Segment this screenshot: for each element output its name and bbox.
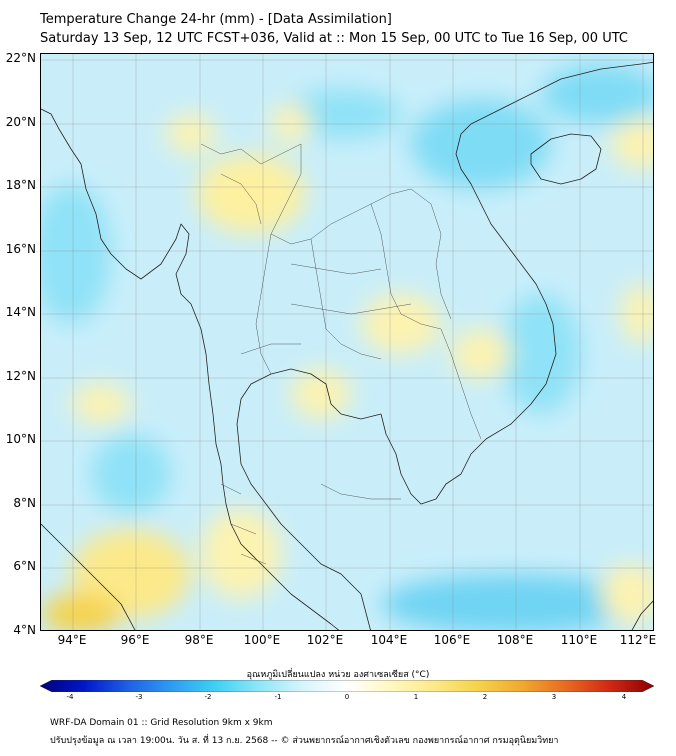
lon-label: 100°E [243,633,281,647]
lat-label: 22°N [5,51,36,65]
lon-label: 96°E [120,633,150,647]
chart-subtitle: Saturday 13 Sep, 12 UTC FCST+036, Valid … [40,31,628,46]
temperature-field [41,64,653,630]
lat-label: 6°N [13,559,36,573]
colorbar-gradient [40,680,654,692]
lon-label: 106°E [433,633,471,647]
lat-label: 18°N [5,178,36,192]
chart-title: Temperature Change 24-hr (mm) - [Data As… [40,12,392,27]
lon-label: 94°E [57,633,87,647]
colorbar-title: อุณหภูมิเปลี่ยนแปลง หน่วย องศาเซลเซียส (… [246,670,430,680]
graticule [41,54,653,630]
colorbar-tick-label: 0 [344,693,350,701]
lat-label: 8°N [13,496,36,510]
colorbar-tick-label: -4 [66,693,74,701]
lat-label: 4°N [13,623,36,637]
lon-label: 112°E [619,633,657,647]
colorbar [40,680,654,692]
footer-model-info: WRF-DA Domain 01 :: Grid Resolution 9km … [50,718,273,728]
colorbar-tick-label: -1 [274,693,282,701]
lon-label: 98°E [184,633,214,647]
map-canvas [41,54,653,630]
admin-borders [200,143,482,565]
lat-label: 20°N [5,115,36,129]
footer-credit: ปรับปรุงข้อมูล ณ เวลา 19:00น. วัน ส. ที่… [50,736,559,746]
colorbar-tick-label: 1 [413,693,419,701]
colorbar-tick-label: 2 [482,693,488,701]
lon-label: 102°E [306,633,344,647]
colorbar-tick-label: -3 [135,693,143,701]
lat-label: 14°N [5,305,36,319]
lon-label: 110°E [560,633,598,647]
lat-label: 10°N [5,432,36,446]
lon-label: 108°E [496,633,534,647]
colorbar-tick-label: 3 [551,693,557,701]
colorbar-tick-label: -2 [204,693,212,701]
lon-label: 104°E [370,633,408,647]
lat-label: 16°N [5,242,36,256]
lat-label: 12°N [5,369,36,383]
map-panel [40,53,654,631]
coastlines [41,61,653,630]
colorbar-tick-label: 4 [621,693,627,701]
